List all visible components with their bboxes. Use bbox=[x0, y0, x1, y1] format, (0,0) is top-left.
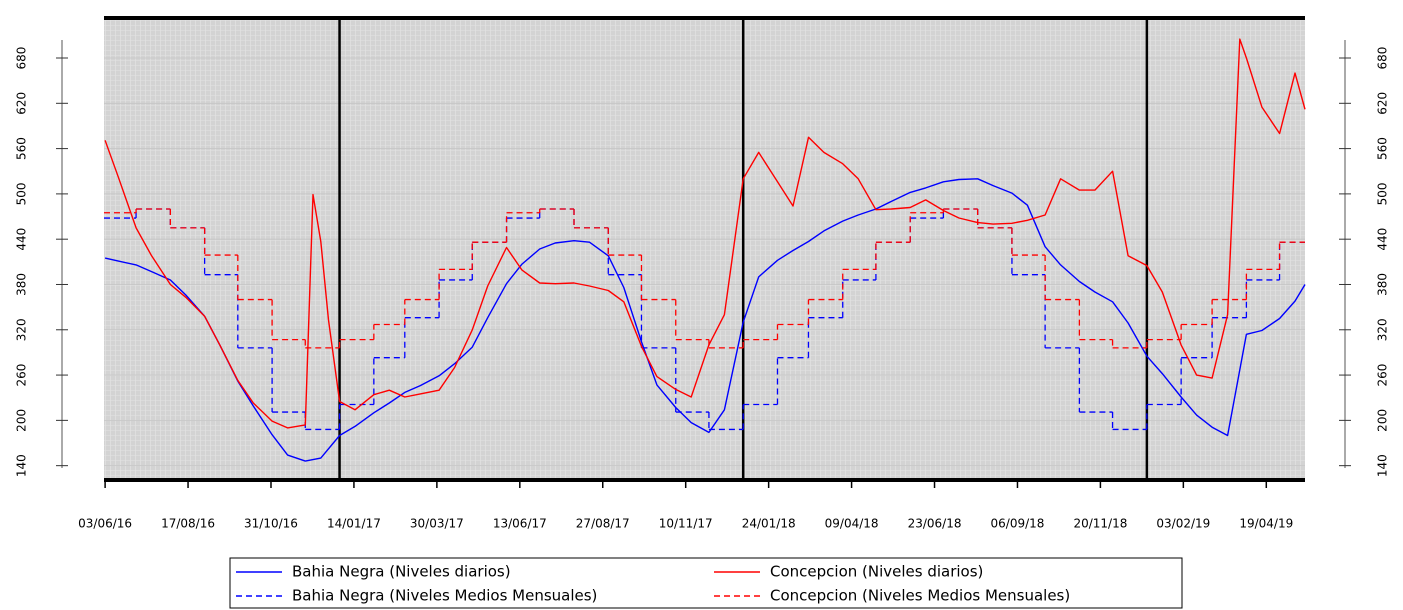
x-tick-label: 03/02/19 bbox=[1156, 517, 1210, 531]
y2-tick-label: 260 bbox=[1376, 364, 1390, 387]
x-tick-label: 17/08/16 bbox=[161, 517, 215, 531]
x-tick-label: 14/01/17 bbox=[327, 517, 381, 531]
legend-label: Concepcion (Niveles diarios) bbox=[770, 563, 983, 581]
y-tick-label: 680 bbox=[15, 47, 29, 70]
legend-label: Bahia Negra (Niveles diarios) bbox=[292, 563, 511, 581]
x-tick-label: 19/04/19 bbox=[1239, 517, 1293, 531]
x-tick-label: 03/06/16 bbox=[78, 517, 132, 531]
y-tick-label: 260 bbox=[15, 364, 29, 387]
legend-label: Bahia Negra (Niveles Medios Mensuales) bbox=[292, 587, 597, 605]
axes: 140 140 200 200 260 260 320 320 380 380 440 440 500 5… bbox=[15, 47, 1390, 531]
y-tick-label: 380 bbox=[15, 273, 29, 296]
legend-label: Concepcion (Niveles Medios Mensuales) bbox=[770, 587, 1070, 605]
y-tick-label: 560 bbox=[15, 137, 29, 160]
y2-tick-label: 500 bbox=[1376, 182, 1390, 205]
x-tick-label: 10/11/17 bbox=[659, 517, 713, 531]
y2-tick-label: 440 bbox=[1376, 228, 1390, 251]
legend: Bahia Negra (Niveles diarios) Bahia Negra… bbox=[236, 563, 1070, 605]
x-tick-label: 24/01/18 bbox=[742, 517, 796, 531]
y2-tick-label: 200 bbox=[1376, 409, 1390, 432]
x-tick-label: 31/10/16 bbox=[244, 517, 298, 531]
daily-line bbox=[104, 38, 1306, 429]
x-tick-label: 27/08/17 bbox=[576, 517, 630, 531]
y-tick-label: 440 bbox=[15, 228, 29, 251]
legend-box bbox=[229, 557, 1183, 609]
y2-tick-label: 560 bbox=[1376, 137, 1390, 160]
y2-tick-label: 140 bbox=[1376, 454, 1390, 477]
y-tick-label: 140 bbox=[15, 454, 29, 477]
x-tick-label: 30/03/17 bbox=[410, 517, 464, 531]
plot-texture bbox=[104, 18, 1305, 480]
plot bbox=[104, 18, 1306, 480]
y2-tick-label: 320 bbox=[1376, 318, 1390, 341]
x-tick-label: 20/11/18 bbox=[1073, 517, 1127, 531]
y-tick-label: 620 bbox=[15, 92, 29, 115]
y-tick-label: 500 bbox=[15, 182, 29, 205]
daily-line bbox=[104, 178, 1306, 462]
x-tick-label: 06/09/18 bbox=[991, 517, 1045, 531]
grid bbox=[104, 57, 1305, 467]
y2-tick-label: 620 bbox=[1376, 92, 1390, 115]
y2-tick-label: 680 bbox=[1376, 47, 1390, 70]
x-tick-label: 09/04/18 bbox=[825, 517, 879, 531]
y-tick-label: 320 bbox=[15, 318, 29, 341]
x-tick-label: 23/06/18 bbox=[908, 517, 962, 531]
y2-tick-label: 380 bbox=[1376, 273, 1390, 296]
y-tick-label: 200 bbox=[15, 409, 29, 432]
x-tick-label: 13/06/17 bbox=[493, 517, 547, 531]
